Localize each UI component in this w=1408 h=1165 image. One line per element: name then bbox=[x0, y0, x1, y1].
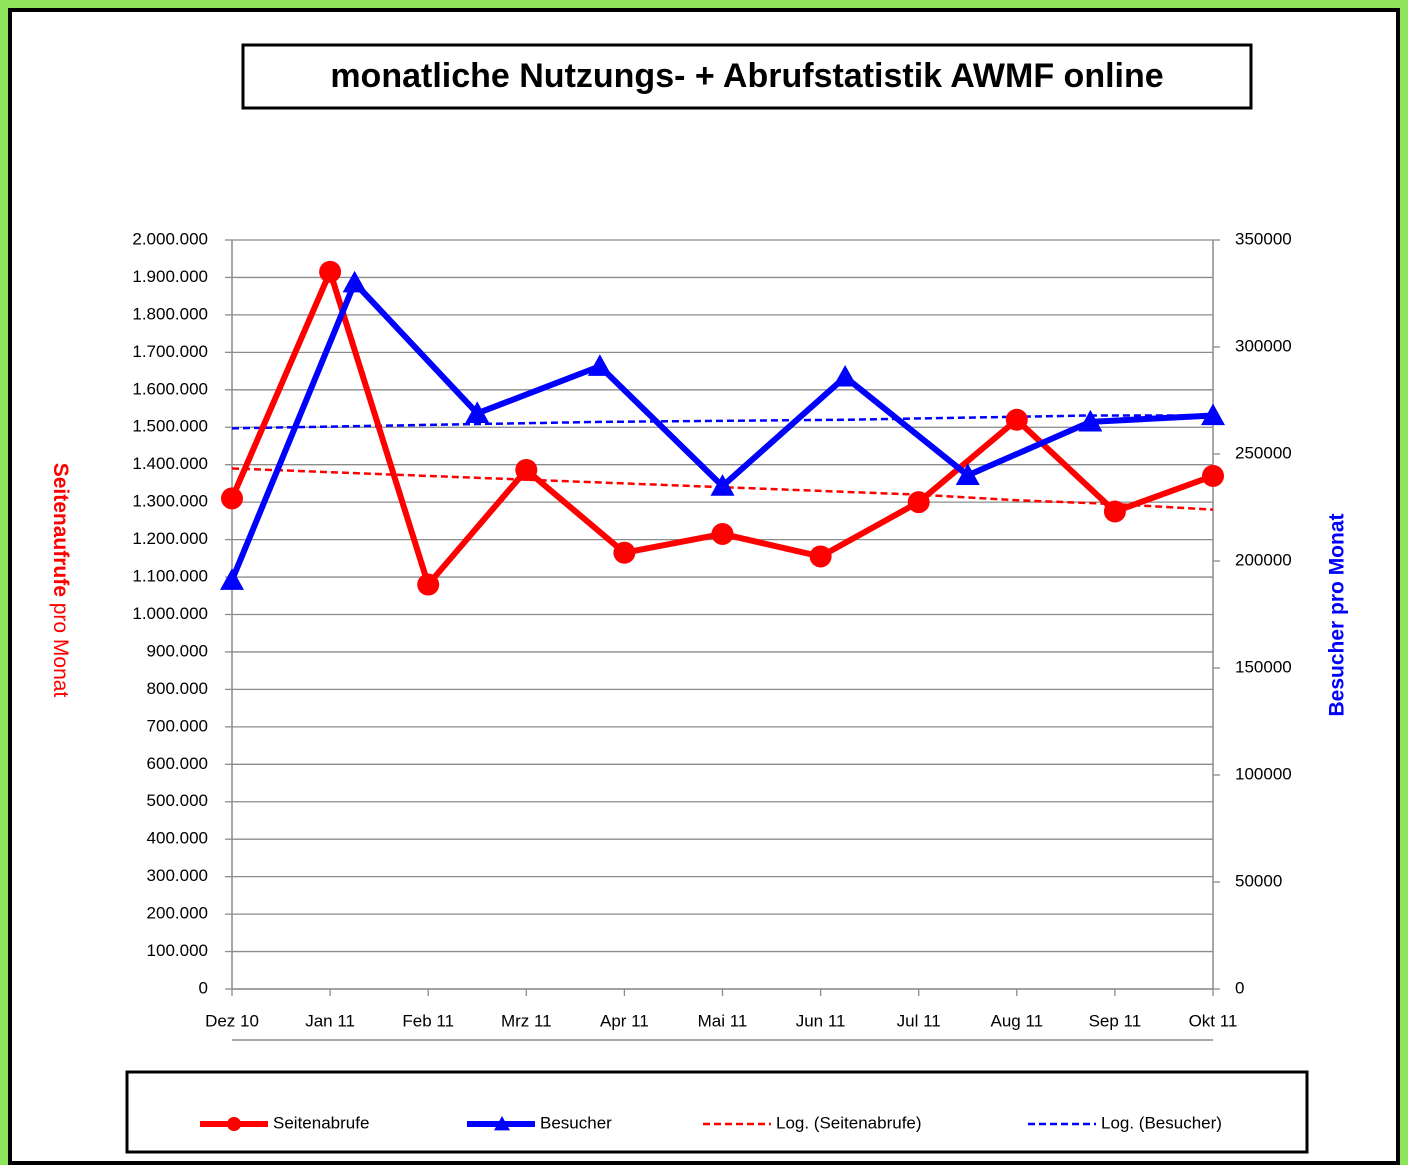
legend-label: Besucher bbox=[540, 1113, 612, 1132]
title-box bbox=[241, 43, 1253, 110]
marker bbox=[220, 568, 244, 590]
y-tick-label: 600.000 bbox=[147, 754, 208, 773]
legend-label: Log. (Besucher) bbox=[1101, 1113, 1222, 1132]
marker bbox=[1103, 500, 1126, 523]
y-tick-label: 700.000 bbox=[147, 716, 208, 735]
x-tick-label: Mrz 11 bbox=[501, 1011, 552, 1030]
y-tick-label: 0 bbox=[199, 978, 208, 997]
y2-tick-label: 50000 bbox=[1235, 871, 1282, 890]
y-tick-label: 1.700.000 bbox=[132, 342, 208, 361]
x-tick-label: Mai 11 bbox=[698, 1011, 748, 1030]
marker bbox=[1078, 409, 1103, 432]
y-tick-label: 1.900.000 bbox=[132, 267, 208, 286]
y2-tick-label: 0 bbox=[1235, 978, 1244, 997]
marker bbox=[955, 463, 980, 485]
y-tick-label: 300.000 bbox=[147, 866, 208, 885]
x-tick-label: Aug 11 bbox=[990, 1011, 1043, 1030]
y-tick-label: 1.800.000 bbox=[132, 304, 208, 323]
y-axis-title-part: pro Monat bbox=[49, 603, 72, 698]
marker bbox=[221, 487, 243, 510]
marker bbox=[319, 260, 342, 283]
marker bbox=[1005, 408, 1028, 431]
y2-tick-label: 300000 bbox=[1235, 336, 1292, 355]
legend-label: Seitenabrufe bbox=[273, 1113, 369, 1132]
y2-tick-label: 250000 bbox=[1235, 443, 1292, 462]
marker bbox=[342, 270, 367, 293]
marker bbox=[465, 401, 490, 423]
marker bbox=[711, 522, 734, 545]
y2-tick-label: 350000 bbox=[1235, 229, 1292, 248]
y-tick-label: 400.000 bbox=[147, 829, 208, 848]
y-tick-label: 200.000 bbox=[147, 904, 208, 923]
x-tick-label: Apr 11 bbox=[600, 1011, 649, 1030]
marker bbox=[1201, 403, 1225, 426]
x-tick-label: Jul 11 bbox=[897, 1011, 941, 1030]
y-tick-label: 500.000 bbox=[147, 791, 208, 810]
y-tick-label: 1.200.000 bbox=[132, 529, 208, 548]
marker bbox=[515, 458, 538, 481]
y2-axis-title: Besucher pro Monat bbox=[1326, 513, 1349, 716]
marker bbox=[833, 364, 858, 387]
y-tick-label: 1.600.000 bbox=[132, 379, 208, 398]
y-tick-label: 100.000 bbox=[147, 941, 208, 960]
y-tick-label: 900.000 bbox=[147, 641, 208, 660]
x-tick-label: Dez 10 bbox=[205, 1011, 259, 1030]
legend-marker bbox=[227, 1117, 241, 1131]
x-tick-label: Feb 11 bbox=[402, 1011, 454, 1030]
y-tick-label: 1.400.000 bbox=[132, 454, 208, 473]
y2-tick-label: 100000 bbox=[1235, 764, 1292, 783]
marker bbox=[907, 491, 930, 514]
marker bbox=[809, 545, 832, 568]
marker bbox=[587, 354, 612, 376]
x-tick-label: Jun 11 bbox=[796, 1011, 846, 1030]
x-tick-label: Jan 11 bbox=[305, 1011, 355, 1030]
y-axis-title-part: Seitenaufrufe bbox=[49, 463, 72, 597]
y-axis-title: Seitenaufrufe pro Monat bbox=[49, 463, 72, 698]
y-tick-label: 1.300.000 bbox=[132, 492, 208, 511]
marker bbox=[710, 474, 735, 496]
chart-title: monatliche Nutzungs- + Abrufstatistik AW… bbox=[330, 57, 1163, 95]
legend-marker bbox=[494, 1116, 510, 1131]
y-tick-label: 1.100.000 bbox=[132, 567, 208, 586]
frame bbox=[8, 8, 1400, 1165]
y-tick-label: 1.000.000 bbox=[132, 604, 208, 623]
marker bbox=[417, 573, 440, 596]
legend-label: Log. (Seitenabrufe) bbox=[776, 1113, 922, 1132]
y2-tick-label: 150000 bbox=[1235, 657, 1292, 676]
y-tick-label: 1.500.000 bbox=[132, 417, 208, 436]
x-tick-label: Okt 11 bbox=[1189, 1011, 1238, 1030]
y-tick-label: 800.000 bbox=[147, 679, 208, 698]
marker bbox=[613, 541, 636, 564]
y2-tick-label: 200000 bbox=[1235, 550, 1292, 569]
trendline bbox=[231, 414, 1213, 430]
marker bbox=[1202, 464, 1224, 487]
legend-box bbox=[125, 1070, 1309, 1154]
y-tick-label: 2.000.000 bbox=[132, 229, 208, 248]
x-tick-label: Sep 11 bbox=[1089, 1011, 1142, 1030]
